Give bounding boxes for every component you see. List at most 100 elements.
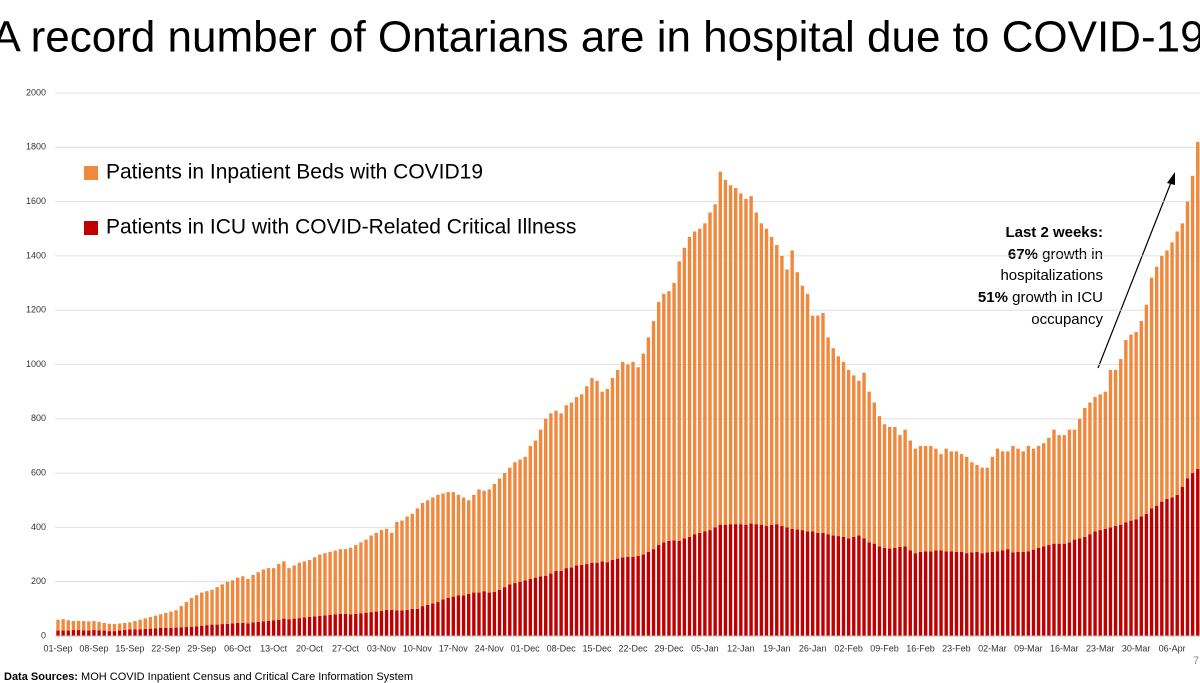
bar-segment [369,535,373,613]
x-tick-label: 10-Nov [403,643,433,653]
bar-segment [641,554,645,636]
bar-segment [323,615,327,636]
bar-segment [138,619,142,630]
bar-segment [533,440,538,578]
bar-segment [472,592,476,636]
bar-segment [687,536,692,636]
bar-segment [615,558,620,636]
bar-segment [600,391,604,562]
y-tick-label: 1000 [26,359,46,369]
y-tick-label: 400 [31,522,46,532]
bar-segment [1185,201,1190,479]
bar-segment [420,606,425,636]
bar-segment [913,448,918,554]
bar-segment [703,223,707,532]
annotation-line: occupancy [1031,311,1103,328]
bar-segment [71,621,76,631]
bar-segment [169,611,173,628]
x-tick-label: 29-Dec [654,643,684,653]
bar-segment [138,629,142,636]
bar-segment [841,361,846,537]
bar-segment [821,312,825,533]
bar-segment [143,618,147,629]
bar-segment [282,561,286,619]
bar-segment [266,620,271,636]
x-tick-label: 01-Sep [43,643,72,653]
y-tick-label: 800 [31,413,46,423]
bar-segment [338,549,343,614]
bar-segment [230,580,235,624]
annotation-text: growth in ICU [1008,289,1103,306]
bar-segment [451,492,456,597]
bar-segment [169,627,173,636]
bar-segment [626,556,630,636]
bar-segment [415,608,420,636]
x-tick-label: 01-Dec [511,643,541,653]
bar-segment [923,445,928,552]
bar-segment [87,621,91,631]
annotation-pct: 51% [978,289,1008,306]
bar-segment [456,595,461,636]
bar-segment [1042,443,1046,547]
bar-segment [821,532,825,636]
bar-segment [939,550,943,636]
bar-segment [816,532,820,636]
bar-segment [302,561,307,618]
bar-segment [225,581,230,624]
bar-segment [800,285,805,531]
bar-segment [744,524,748,636]
bar-segment [1006,549,1010,636]
x-tick-label: 22-Dec [619,643,649,653]
bar-segment [708,530,712,636]
bar-segment [1139,321,1143,517]
bar-segment [872,543,877,636]
bar-segment [605,562,610,636]
bar-segment [400,520,404,611]
bar-segment [985,467,989,553]
bar-segment [379,530,384,612]
bar-segment [728,524,733,636]
bar-segment [1154,266,1159,506]
bar-segment [1129,334,1133,521]
bar-segment [513,462,517,584]
bar-segment [61,619,65,631]
bar-segment [1098,530,1102,636]
bar-segment [200,592,204,626]
bar-segment [800,530,805,636]
bar-segment [302,617,307,636]
bar-segment [846,369,851,539]
bar-segment [621,361,625,558]
bar-segment [682,247,687,539]
bar-segment [1083,536,1087,636]
bar-segment [929,551,933,636]
x-tick-label: 16-Feb [906,643,935,653]
bar-segment [1000,451,1005,551]
bar-segment [395,521,399,611]
bar-segment [605,388,610,563]
bar-segment [348,547,353,615]
bar-segment [1011,552,1015,636]
bar-segment [92,621,96,631]
bar-segment [174,610,178,628]
bar-segment [651,549,656,636]
bar-segment [944,551,948,636]
bar-segment [538,576,543,636]
bar-segment [1108,527,1113,636]
bar-segment [1083,407,1087,537]
bar-segment [359,542,363,614]
bar-segment [117,623,122,631]
bar-segment [246,578,250,624]
bar-segment [81,630,86,636]
bar-segment [205,625,209,636]
bar-segment [934,448,938,551]
bar-segment [230,623,235,636]
bar-segment [898,546,902,636]
bar-segment [446,597,450,636]
bar-segment [266,568,271,621]
bar-segment [436,494,440,603]
bar-segment [446,492,450,598]
footer: Data Sources: MOH COVID Inpatient Census… [4,671,413,683]
bar-segment [954,451,959,552]
bar-segment [780,255,784,527]
bar-segment [672,540,676,636]
